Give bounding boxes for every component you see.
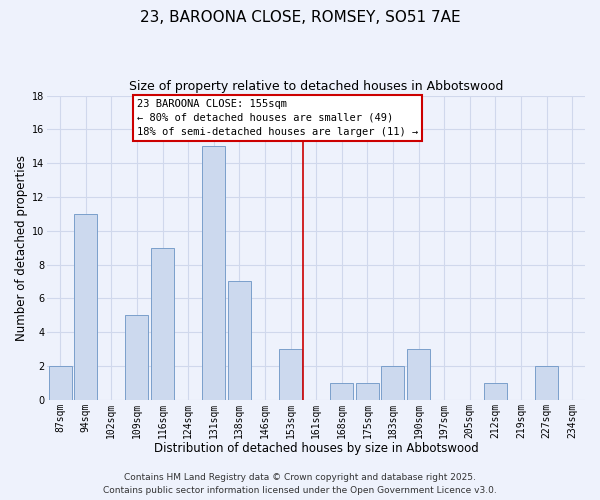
Y-axis label: Number of detached properties: Number of detached properties xyxy=(15,154,28,340)
Bar xyxy=(279,349,302,400)
Bar xyxy=(407,349,430,400)
Bar xyxy=(49,366,71,400)
Bar xyxy=(125,316,148,400)
Bar xyxy=(202,146,225,400)
Title: Size of property relative to detached houses in Abbotswood: Size of property relative to detached ho… xyxy=(129,80,503,93)
Bar xyxy=(151,248,174,400)
Bar xyxy=(330,383,353,400)
Bar xyxy=(356,383,379,400)
Bar xyxy=(382,366,404,400)
Text: 23, BAROONA CLOSE, ROMSEY, SO51 7AE: 23, BAROONA CLOSE, ROMSEY, SO51 7AE xyxy=(140,10,460,25)
Text: 23 BAROONA CLOSE: 155sqm
← 80% of detached houses are smaller (49)
18% of semi-d: 23 BAROONA CLOSE: 155sqm ← 80% of detach… xyxy=(137,99,418,137)
Bar xyxy=(228,282,251,400)
X-axis label: Distribution of detached houses by size in Abbotswood: Distribution of detached houses by size … xyxy=(154,442,479,455)
Bar xyxy=(535,366,558,400)
Text: Contains HM Land Registry data © Crown copyright and database right 2025.
Contai: Contains HM Land Registry data © Crown c… xyxy=(103,474,497,495)
Bar xyxy=(74,214,97,400)
Bar xyxy=(484,383,507,400)
